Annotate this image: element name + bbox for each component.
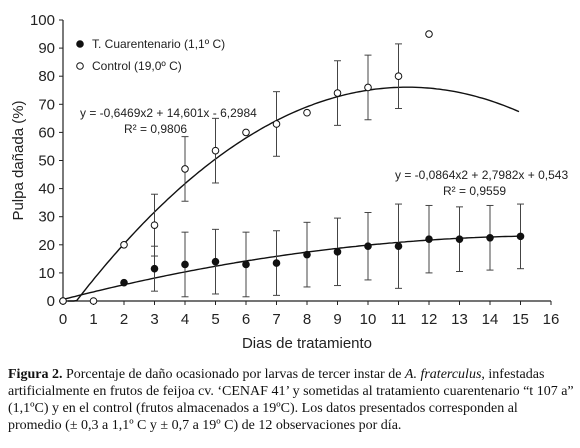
caption-text-1: Porcentaje de daño ocasionado por larvas… bbox=[62, 367, 405, 382]
data-point-control bbox=[303, 108, 311, 117]
y-tick-label: 60 bbox=[38, 124, 55, 141]
data-point-cuarentenario bbox=[486, 233, 494, 242]
data-point-control bbox=[150, 221, 159, 229]
x-tick-label: 5 bbox=[211, 311, 219, 328]
x-tick-label: 7 bbox=[272, 311, 280, 328]
data-point-cuarentenario bbox=[364, 242, 372, 251]
data-point-cuarentenario bbox=[333, 248, 342, 256]
y-axis-title: Pulpa dañada (%) bbox=[10, 100, 27, 220]
y-tick-label: 50 bbox=[38, 153, 55, 170]
y-tick-label: 30 bbox=[38, 209, 55, 226]
data-point-cuarentenario bbox=[242, 260, 250, 269]
caption-species: A. fraterculus bbox=[404, 367, 482, 382]
fit-curve-cuarentenario bbox=[62, 235, 521, 301]
legend-label: Control (19,0º C) bbox=[92, 59, 182, 73]
x-tick-label: 1 bbox=[89, 311, 97, 328]
x-tick-label: 12 bbox=[421, 311, 438, 328]
data-point-control bbox=[272, 120, 281, 128]
data-point-cuarentenario bbox=[120, 278, 128, 287]
x-tick-label: 16 bbox=[543, 311, 560, 328]
caption-label: Figura 2. bbox=[8, 367, 63, 382]
fit-curve-control bbox=[67, 86, 520, 302]
data-point-control bbox=[89, 297, 98, 305]
x-tick-label: 11 bbox=[391, 311, 407, 328]
data-point-control bbox=[120, 241, 128, 249]
data-point-control bbox=[333, 89, 342, 97]
cuarentenario-r2: R² = 0,9559 bbox=[443, 184, 506, 198]
control-r2: R² = 0,9806 bbox=[124, 122, 187, 136]
data-point-cuarentenario bbox=[150, 264, 159, 273]
x-tick-label: 8 bbox=[303, 311, 311, 328]
data-point-control bbox=[242, 128, 250, 137]
data-point-cuarentenario bbox=[181, 260, 189, 269]
data-point-cuarentenario bbox=[425, 235, 433, 243]
control-equation: y = -0,6469x2 + 14,601x - 6,2984 bbox=[80, 106, 257, 120]
data-point-control bbox=[59, 297, 67, 305]
data-point-control bbox=[181, 165, 189, 173]
y-tick-label: 70 bbox=[38, 96, 55, 113]
x-tick-label: 9 bbox=[333, 311, 341, 328]
legend-marker bbox=[76, 62, 84, 70]
y-tick-label: 40 bbox=[38, 181, 55, 198]
caption-text-2: , infestadas artificialmente en frutos d… bbox=[8, 367, 574, 433]
x-tick-label: 0 bbox=[59, 311, 67, 328]
data-point-control bbox=[364, 83, 372, 92]
x-tick-label: 15 bbox=[512, 311, 529, 328]
data-point-control bbox=[394, 72, 403, 80]
data-point-cuarentenario bbox=[394, 242, 403, 251]
cuarentenario-equation: y = -0,0864x2 + 2,7982x + 0,543 bbox=[395, 168, 568, 182]
data-point-cuarentenario bbox=[272, 259, 281, 267]
data-point-control bbox=[211, 146, 220, 155]
y-tick-label: 0 bbox=[47, 293, 55, 310]
figure-caption: Figura 2. Porcentaje de daño ocasionado … bbox=[8, 366, 574, 434]
x-tick-label: 4 bbox=[181, 311, 189, 328]
x-tick-label: 13 bbox=[451, 311, 468, 328]
y-tick-label: 10 bbox=[38, 265, 55, 282]
y-tick-label: 90 bbox=[38, 40, 55, 57]
y-tick-label: 100 bbox=[30, 12, 55, 29]
x-axis-title: Dias de tratamiento bbox=[242, 335, 372, 352]
x-tick-label: 3 bbox=[150, 311, 158, 328]
y-tick-label: 20 bbox=[38, 237, 55, 254]
legend-marker bbox=[76, 40, 84, 48]
x-tick-label: 2 bbox=[120, 311, 128, 328]
x-tick-label: 6 bbox=[242, 311, 250, 328]
x-tick-label: 14 bbox=[482, 311, 499, 328]
x-tick-label: 10 bbox=[360, 311, 377, 328]
data-point-cuarentenario bbox=[516, 232, 525, 241]
data-point-cuarentenario bbox=[455, 235, 464, 243]
data-point-control bbox=[425, 30, 433, 38]
data-point-cuarentenario bbox=[211, 257, 220, 266]
legend-label: T. Cuarentenario (1,1º C) bbox=[92, 37, 225, 51]
y-tick-label: 80 bbox=[38, 68, 55, 85]
data-point-cuarentenario bbox=[303, 250, 311, 259]
